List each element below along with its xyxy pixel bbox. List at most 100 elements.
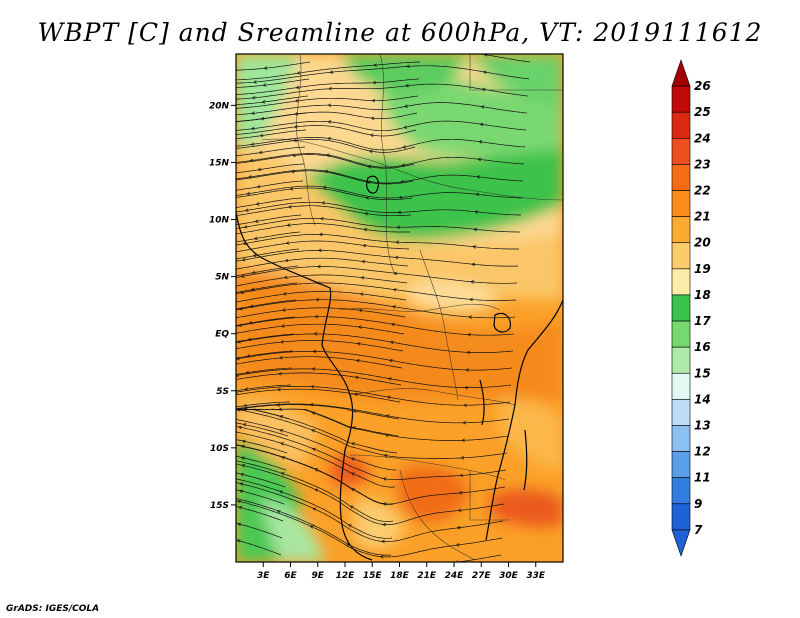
- streamline: [236, 61, 311, 71]
- streamlines: [236, 54, 531, 562]
- colorbar-label: 9: [694, 497, 702, 511]
- streamline-arrow: [240, 274, 245, 278]
- streamline: [236, 316, 515, 336]
- streamline: [236, 367, 293, 375]
- streamline-arrow: [327, 103, 332, 108]
- streamline: [456, 554, 502, 562]
- lon-tick-label: 6E: [284, 571, 297, 581]
- streamline: [236, 350, 294, 359]
- streamline: [236, 111, 418, 122]
- lake-tanganyika: [479, 379, 485, 426]
- colorbar-segment: [671, 111, 691, 139]
- streamline-arrow: [249, 158, 254, 163]
- streamline-arrow: [252, 80, 257, 84]
- streamline: [236, 408, 398, 454]
- streamline-arrow: [387, 377, 392, 381]
- streamline-arrow: [242, 241, 247, 246]
- streamline-arrow: [236, 408, 241, 412]
- streamline-arrow: [236, 340, 241, 344]
- streamline-arrow: [255, 202, 260, 206]
- field-sahel-lightgreen: [380, 75, 563, 157]
- streamline-arrow: [368, 149, 373, 154]
- streamline: [236, 185, 523, 199]
- colorbar-segment: [671, 294, 691, 322]
- colorbar-segment: [671, 268, 691, 296]
- streamline-arrow: [293, 124, 298, 129]
- colorbar-segment: [671, 451, 691, 478]
- streamline-arrow: [281, 308, 286, 312]
- streamline-arrow: [256, 184, 261, 189]
- colorbar-segment: [671, 477, 691, 505]
- longitude-axis: 3E 6E 9E 12E 15E 18E 21E 24E 27E 30E 33E: [257, 562, 546, 581]
- streamline-arrow: [464, 385, 468, 390]
- streamline-arrow: [257, 167, 262, 172]
- streamline-arrow: [277, 371, 282, 376]
- streamline-arrow: [246, 191, 251, 196]
- streamline: [236, 170, 414, 185]
- colorbar-segment: [671, 346, 691, 374]
- streamline-arrow: [372, 80, 377, 85]
- streamline-arrow: [238, 425, 242, 430]
- streamline-arrow: [462, 420, 467, 425]
- streamline-arrow: [280, 472, 285, 476]
- streamline: [236, 522, 283, 539]
- streamline-arrow: [359, 292, 364, 296]
- streamline: [236, 129, 307, 140]
- colorbar-label: 21: [694, 210, 711, 224]
- streamline-arrow: [262, 83, 267, 87]
- streamline-arrow: [382, 502, 387, 506]
- field-mid-tan: [236, 148, 563, 301]
- streamline-arrow: [406, 64, 410, 69]
- field-equatorial-orange: [236, 270, 563, 401]
- streamline: [236, 197, 303, 208]
- streamline-arrow: [314, 468, 319, 472]
- streamline-arrow: [254, 219, 259, 223]
- streamline-arrow: [457, 508, 462, 512]
- streamline-arrow: [296, 71, 301, 75]
- streamline-arrow: [251, 95, 256, 100]
- streamline: [236, 282, 517, 301]
- streamline: [236, 163, 305, 174]
- lon-tick-label: 12E: [336, 571, 356, 581]
- colorbar-segment: [671, 320, 691, 348]
- field-southwest-lightgreen: [260, 500, 325, 562]
- streamline-arrow: [398, 195, 403, 200]
- streamline-arrow: [251, 270, 256, 275]
- streamline-arrow: [370, 116, 375, 121]
- streamline: [236, 217, 520, 233]
- streamline-arrow: [247, 175, 252, 179]
- field-northeast-green: [470, 54, 563, 110]
- streamline: [236, 250, 519, 267]
- streamline-arrow: [360, 276, 365, 280]
- streamline-arrow: [263, 66, 268, 70]
- lon-tick-label: 15E: [363, 571, 383, 581]
- streamline-arrow: [386, 395, 391, 400]
- streamline-arrow: [396, 225, 401, 230]
- colorbar-segment: [671, 503, 691, 531]
- lat-tick-label: 10N: [209, 216, 230, 226]
- streamline-arrow: [244, 208, 249, 212]
- streamline-arrow: [294, 99, 299, 103]
- streamline-arrow: [350, 457, 355, 461]
- streamline: [236, 419, 397, 471]
- streamline-arrow: [401, 163, 406, 167]
- streamline-arrow: [237, 323, 242, 328]
- streamline-arrow: [479, 122, 484, 127]
- streamline-arrow: [347, 524, 352, 528]
- streamline-arrow: [311, 429, 316, 433]
- streamline-arrow: [379, 555, 384, 559]
- border-line: [469, 470, 510, 521]
- lon-tick-label: 9E: [312, 571, 325, 581]
- streamline: [236, 234, 519, 250]
- colorbar-label: 17: [694, 314, 711, 328]
- colorbar-label: 25: [694, 105, 711, 119]
- streamline: [236, 223, 410, 235]
- streamline-arrow: [358, 308, 363, 313]
- streamline-arrow: [279, 429, 284, 433]
- streamline-arrow: [391, 305, 396, 309]
- streamline-arrow: [243, 225, 248, 229]
- field-hotspot-3: [490, 489, 563, 527]
- streamline-arrow: [399, 179, 404, 184]
- streamline: [236, 539, 282, 556]
